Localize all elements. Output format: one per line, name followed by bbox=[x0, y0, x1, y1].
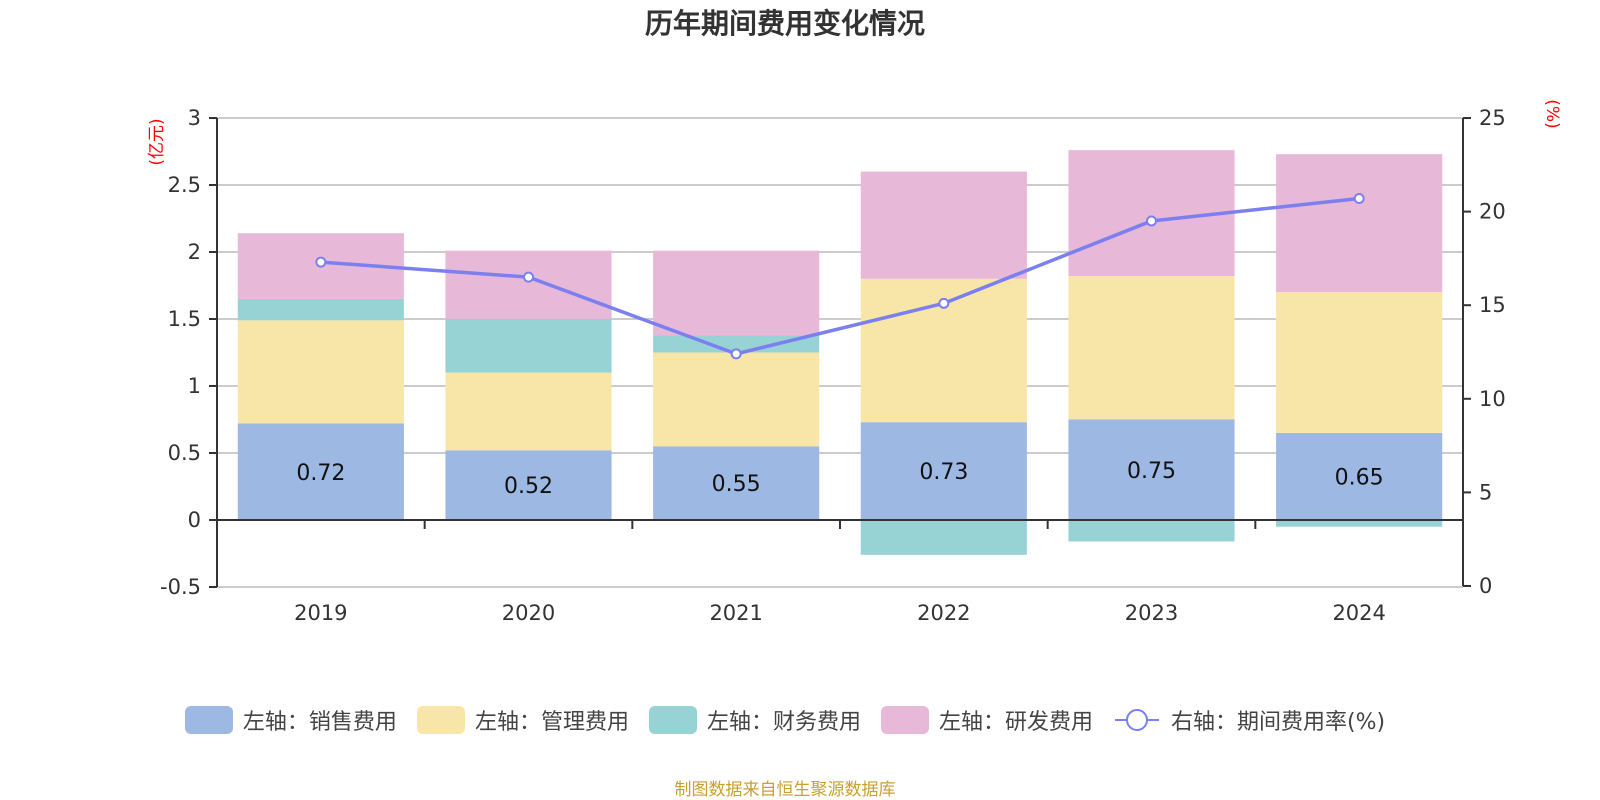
line-point-2023 bbox=[1146, 215, 1157, 227]
bar-segment-s0-2024 bbox=[1276, 432, 1443, 520]
left-axis-tick-label: 1 bbox=[188, 374, 201, 398]
bar-segment-s2-2020 bbox=[445, 319, 612, 373]
legend-swatch bbox=[648, 706, 697, 734]
data-label: 0.72 bbox=[296, 461, 345, 486]
bar-segment-s2-2023 bbox=[1068, 520, 1235, 542]
left-axis-tick-label: 3 bbox=[188, 106, 201, 130]
line-point-2024 bbox=[1353, 192, 1365, 204]
left-axis-tick-label: 2.5 bbox=[168, 173, 201, 197]
bar-segment-s2-2019 bbox=[237, 298, 404, 321]
right-axis-tick-label: 0 bbox=[1479, 574, 1492, 598]
axes: 3 2.5 2 1.5 1 0.5 0 -0.5 25 20 15 10 5 0 2019 2020 2021 2… bbox=[160, 106, 1506, 625]
legend-item[interactable]: 右轴：期间费用率(%) bbox=[1113, 704, 1385, 736]
bar-segment-s3-2022 bbox=[860, 171, 1027, 279]
bar-segment-s3-2024 bbox=[1276, 154, 1443, 293]
bar-segment-s1-2020 bbox=[445, 372, 612, 451]
line-point-2019 bbox=[315, 256, 327, 268]
legend-swatch bbox=[880, 706, 929, 734]
legend-label: 左轴：管理费用 bbox=[474, 710, 629, 735]
line-series-path bbox=[320, 196, 1360, 356]
x-axis-tick-label: 2022 bbox=[917, 601, 970, 625]
data-label: 0.75 bbox=[1127, 459, 1176, 484]
left-axis-tick-label: -0.5 bbox=[160, 575, 201, 599]
data-labels: 0.72 0.52 0.55 0.73 0.75 0.65 bbox=[296, 459, 1383, 499]
data-label: 0.55 bbox=[712, 472, 761, 497]
legend-item[interactable]: 左轴：财务费用 bbox=[648, 704, 861, 736]
bar-segment-s2-2024 bbox=[1276, 520, 1443, 527]
right-axis-tick-label: 5 bbox=[1479, 480, 1492, 504]
right-axis-tick-label: 25 bbox=[1479, 106, 1506, 130]
right-axis-tick-label: 10 bbox=[1479, 387, 1506, 411]
left-axis-tick-label: 0 bbox=[188, 508, 201, 532]
right-axis-tick-label: 20 bbox=[1479, 200, 1506, 224]
bar-segment-s1-2021 bbox=[653, 352, 820, 447]
left-axis-unit-label: (亿元) bbox=[147, 118, 167, 165]
bar-segment-s0-2020 bbox=[445, 450, 612, 520]
left-axis-tick-label: 1.5 bbox=[168, 307, 201, 331]
legend: 左轴：销售费用 左轴：管理费用 左轴：财务费用 左轴：研发费用 右轴：期间费用率(%) bbox=[0, 704, 1570, 736]
left-axis-tick-label: 2 bbox=[188, 240, 201, 264]
legend-swatch bbox=[416, 706, 465, 734]
legend-swatch bbox=[184, 706, 233, 734]
gridlines bbox=[217, 117, 1463, 588]
right-axis-tick-label: 15 bbox=[1479, 293, 1506, 317]
line-circle-icon bbox=[1114, 709, 1159, 731]
chart-title: 历年期间费用变化情况 bbox=[644, 7, 925, 40]
x-axis-tick-label: 2023 bbox=[1125, 601, 1178, 625]
bar-segment-s3-2020 bbox=[445, 250, 612, 319]
line-series bbox=[315, 192, 1365, 360]
bar-series bbox=[237, 150, 1443, 555]
legend-label: 左轴：销售费用 bbox=[242, 710, 397, 735]
data-label: 0.65 bbox=[1335, 465, 1384, 490]
legend-label: 右轴：期间费用率(%) bbox=[1170, 710, 1386, 735]
bar-segment-s0-2023 bbox=[1068, 419, 1235, 520]
data-label: 0.73 bbox=[919, 460, 968, 485]
bar-segment-s1-2019 bbox=[237, 320, 404, 424]
legend-item[interactable]: 左轴：管理费用 bbox=[416, 704, 629, 736]
legend-label: 左轴：财务费用 bbox=[706, 710, 861, 735]
x-axis-tick-label: 2019 bbox=[294, 601, 347, 625]
line-point-2020 bbox=[523, 271, 534, 283]
left-axis-tick-label: 0.5 bbox=[168, 441, 201, 465]
right-axis-unit-label: (%) bbox=[1542, 99, 1562, 128]
bar-segment-s0-2021 bbox=[653, 446, 820, 520]
data-label: 0.52 bbox=[504, 474, 553, 499]
legend-item[interactable]: 左轴：研发费用 bbox=[880, 704, 1093, 736]
source-footnote: 制图数据来自恒生聚源数据库 bbox=[674, 780, 896, 800]
bar-segment-s0-2022 bbox=[860, 422, 1027, 520]
bar-segment-s0-2019 bbox=[237, 423, 404, 520]
line-point-2021 bbox=[730, 348, 742, 360]
bar-segment-s1-2024 bbox=[1276, 292, 1443, 433]
bar-segment-s3-2021 bbox=[653, 250, 820, 336]
x-axis-tick-label: 2024 bbox=[1332, 601, 1385, 625]
line-point-2022 bbox=[938, 297, 950, 309]
bar-segment-s2-2022 bbox=[860, 520, 1027, 555]
x-axis-tick-label: 2021 bbox=[709, 601, 762, 625]
legend-item[interactable]: 左轴：销售费用 bbox=[184, 704, 397, 736]
x-axis-tick-label: 2020 bbox=[502, 601, 555, 625]
legend-label: 左轴：研发费用 bbox=[938, 710, 1093, 735]
bar-segment-s3-2023 bbox=[1068, 150, 1235, 277]
bar-segment-s1-2023 bbox=[1068, 276, 1235, 420]
